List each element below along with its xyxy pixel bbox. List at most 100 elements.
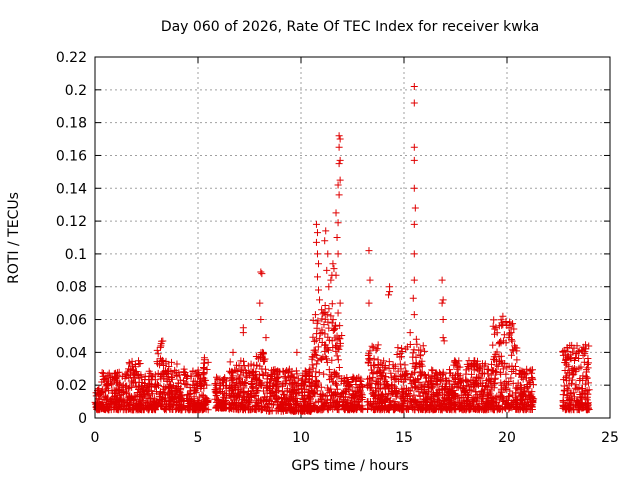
- data-point: [567, 379, 575, 387]
- data-point: [433, 370, 441, 378]
- data-point: [323, 266, 331, 274]
- data-point: [143, 387, 151, 395]
- data-point: [321, 237, 329, 245]
- data-point: [292, 379, 300, 387]
- data-point: [576, 403, 584, 411]
- data-point: [259, 370, 267, 378]
- data-point: [579, 351, 587, 359]
- data-point: [141, 372, 149, 380]
- data-point: [512, 393, 520, 401]
- data-point: [127, 366, 135, 374]
- data-point: [412, 353, 420, 361]
- data-point: [398, 347, 406, 355]
- data-point: [370, 391, 378, 399]
- data-point: [309, 316, 317, 324]
- data-point: [478, 382, 486, 390]
- data-point: [482, 399, 490, 407]
- data-point: [445, 395, 453, 403]
- data-point: [462, 402, 470, 410]
- x-tick-label: 20: [498, 430, 516, 446]
- data-point: [256, 299, 264, 307]
- data-point: [480, 388, 488, 396]
- data-point: [163, 377, 171, 385]
- data-point: [567, 400, 575, 408]
- data-point: [261, 365, 269, 373]
- data-point: [301, 388, 309, 396]
- data-point: [281, 374, 289, 382]
- data-point: [155, 397, 163, 405]
- data-point: [507, 329, 515, 337]
- data-point: [314, 379, 322, 387]
- data-point: [411, 204, 419, 212]
- data-point: [583, 374, 591, 382]
- data-point: [352, 392, 360, 400]
- data-point: [98, 402, 106, 410]
- data-point: [454, 370, 462, 378]
- data-point: [397, 375, 405, 383]
- data-point: [506, 318, 514, 326]
- data-point: [182, 381, 190, 389]
- data-point: [304, 401, 312, 409]
- data-point: [450, 374, 458, 382]
- data-point: [509, 320, 517, 328]
- data-point: [312, 368, 320, 376]
- data-point: [569, 389, 577, 397]
- data-point: [283, 366, 291, 374]
- data-point: [237, 388, 245, 396]
- data-point: [194, 371, 202, 379]
- data-point: [376, 406, 384, 414]
- data-point: [263, 407, 271, 415]
- data-point: [428, 366, 436, 374]
- data-point: [575, 384, 583, 392]
- data-point: [356, 377, 364, 385]
- data-point: [381, 376, 389, 384]
- data-point: [271, 397, 279, 405]
- data-point: [572, 354, 580, 362]
- data-point: [344, 386, 352, 394]
- data-point: [99, 369, 107, 377]
- data-point: [502, 400, 510, 408]
- data-point: [227, 369, 235, 377]
- data-point: [252, 391, 260, 399]
- data-point: [281, 368, 289, 376]
- data-point: [180, 365, 188, 373]
- data-point: [313, 229, 321, 237]
- data-point: [450, 387, 458, 395]
- data-point: [232, 401, 240, 409]
- data-point: [507, 374, 515, 382]
- data-point: [351, 404, 359, 412]
- data-point: [274, 383, 282, 391]
- data-point: [365, 299, 373, 307]
- data-point: [366, 374, 374, 382]
- data-point: [128, 357, 136, 365]
- data-point: [490, 367, 498, 375]
- data-point: [252, 368, 260, 376]
- data-point: [511, 344, 519, 352]
- data-point: [578, 346, 586, 354]
- data-point: [293, 370, 301, 378]
- data-point: [327, 312, 335, 320]
- data-point: [376, 379, 384, 387]
- data-point: [310, 401, 318, 409]
- data-point: [422, 396, 430, 404]
- data-point: [399, 371, 407, 379]
- data-point: [199, 405, 207, 413]
- data-point: [438, 276, 446, 284]
- data-point: [253, 361, 261, 369]
- data-point: [253, 386, 261, 394]
- data-point: [394, 344, 402, 352]
- data-point: [559, 396, 567, 404]
- data-point: [467, 387, 475, 395]
- data-point: [407, 397, 415, 405]
- data-point: [526, 378, 534, 386]
- data-point: [505, 378, 513, 386]
- data-point: [497, 316, 505, 324]
- data-point: [183, 374, 191, 382]
- data-point: [123, 382, 131, 390]
- data-point: [258, 380, 266, 388]
- data-point: [102, 382, 110, 390]
- data-point: [164, 400, 172, 408]
- data-point: [333, 381, 341, 389]
- data-point: [255, 382, 263, 390]
- data-point: [256, 353, 264, 361]
